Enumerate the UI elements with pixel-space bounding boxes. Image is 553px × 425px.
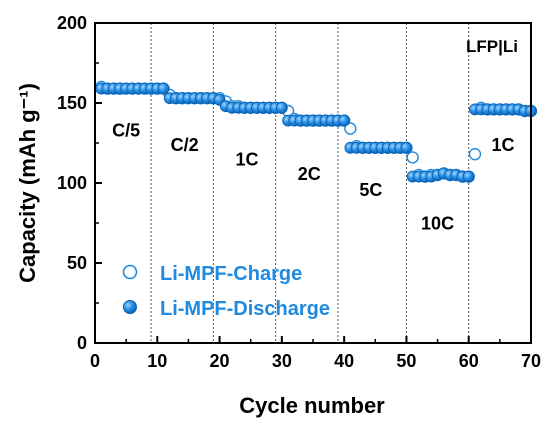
charge-point xyxy=(468,147,482,161)
rate-label: C/2 xyxy=(171,135,199,155)
discharge-point xyxy=(462,170,475,183)
x-tick-label: 30 xyxy=(272,351,292,371)
rate-label: 1C xyxy=(235,149,258,169)
x-tick-label: 60 xyxy=(459,351,479,371)
legend-marker-discharge xyxy=(123,300,137,314)
cell-label: LFP|Li xyxy=(466,37,518,56)
rate-label: 5C xyxy=(359,180,382,200)
rate-label: 2C xyxy=(298,164,321,184)
x-tick-label: 50 xyxy=(396,351,416,371)
rate-labels: C/5 C/2 1C 2C 5C 10C 1C xyxy=(112,121,514,234)
y-tick-label: 50 xyxy=(67,253,87,273)
x-tick-label: 20 xyxy=(210,351,230,371)
rate-label: 10C xyxy=(421,213,454,233)
x-tick-label: 70 xyxy=(521,351,541,371)
axis-ticks: 0 10 20 30 40 50 60 70 0 50 100 150 200 xyxy=(57,13,541,371)
discharge-point xyxy=(157,82,170,95)
rate-label: C/5 xyxy=(112,121,140,141)
x-tick-label: 40 xyxy=(334,351,354,371)
y-tick-label: 0 xyxy=(77,333,87,353)
legend-marker-charge xyxy=(122,264,138,280)
y-axis-label: Capacity (mAh g⁻¹) xyxy=(15,83,40,283)
rate-divider-lines xyxy=(150,23,470,343)
y-tick-label: 150 xyxy=(57,93,87,113)
y-tick-label: 100 xyxy=(57,173,87,193)
x-axis-label: Cycle number xyxy=(239,393,385,418)
discharge-point xyxy=(400,141,413,154)
x-tick-label: 0 xyxy=(90,351,100,371)
legend: Li-MPF-Charge Li-MPF-Discharge xyxy=(122,263,330,320)
charge-point xyxy=(344,122,357,135)
discharge-point xyxy=(275,101,288,114)
x-tick-label: 10 xyxy=(147,351,167,371)
y-tick-label: 200 xyxy=(57,13,87,33)
legend-label-discharge: Li-MPF-Discharge xyxy=(160,298,330,320)
data-points xyxy=(95,80,538,183)
legend-label-charge: Li-MPF-Charge xyxy=(160,263,302,285)
discharge-point xyxy=(338,114,351,127)
charge-point xyxy=(406,151,419,164)
rate-label: 1C xyxy=(491,135,514,155)
